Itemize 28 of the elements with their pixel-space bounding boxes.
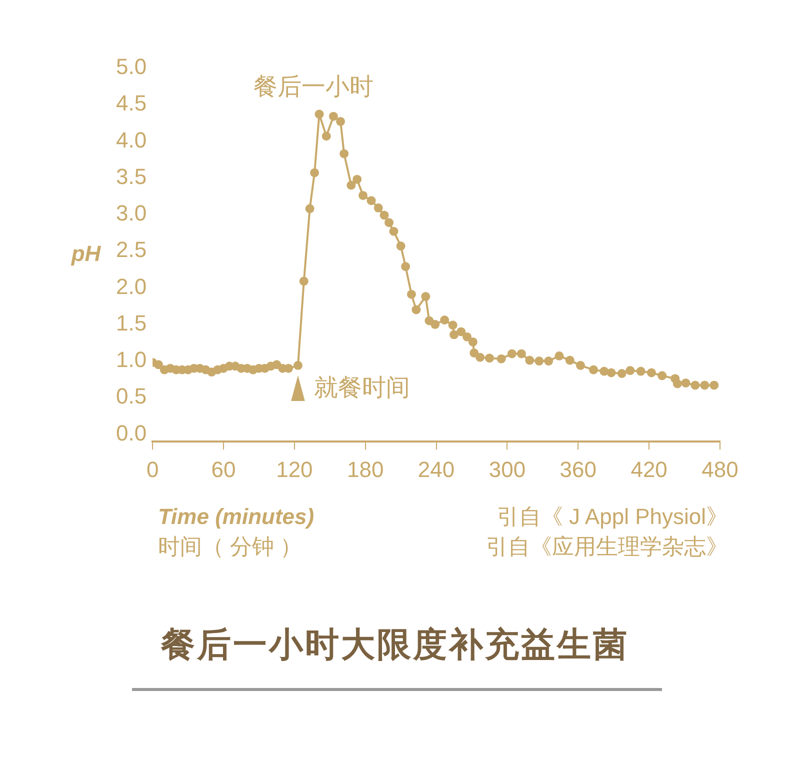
x-tick-label: 60 [211, 456, 236, 482]
x-tick-label: 420 [630, 456, 668, 482]
annotation: 餐后一小时 [253, 72, 374, 100]
y-tick-label: 2.5 [116, 237, 147, 262]
x-tick-label: 120 [276, 456, 313, 482]
x-tick-label: 180 [347, 456, 384, 482]
annotation: 就餐时间 [314, 374, 410, 402]
y-tick-label: 4.5 [116, 90, 147, 116]
text: 时间（ 分钟 ） [158, 533, 304, 561]
y-tick-label: 5.0 [116, 54, 147, 80]
x-tick-label: 240 [418, 456, 455, 482]
y-tick-label: 1.5 [116, 310, 147, 336]
y-tick-label: 1.0 [116, 347, 147, 372]
y-tick-label: 0.5 [116, 384, 147, 409]
y-tick-label: 0.0 [116, 420, 147, 446]
text: 餐后一小时大限度补充益生菌 [160, 625, 630, 666]
text: 引自《应用生理学杂志》 [486, 533, 728, 561]
x-tick-label: 0 [146, 456, 159, 482]
x-axis-title: Time (minutes) [158, 503, 314, 531]
x-tick-label: 300 [488, 456, 526, 482]
y-tick-label: 3.0 [116, 200, 147, 226]
y-tick-label: 2.0 [116, 274, 147, 299]
x-tick-label: 480 [702, 456, 738, 482]
y-axis-title: pH [70, 240, 102, 266]
text: 引自《 J Appl Physiol》 [496, 503, 728, 531]
x-tick-label: 360 [560, 456, 597, 482]
y-tick-label: 4.0 [116, 127, 147, 152]
y-tick-label: 3.5 [116, 164, 147, 189]
